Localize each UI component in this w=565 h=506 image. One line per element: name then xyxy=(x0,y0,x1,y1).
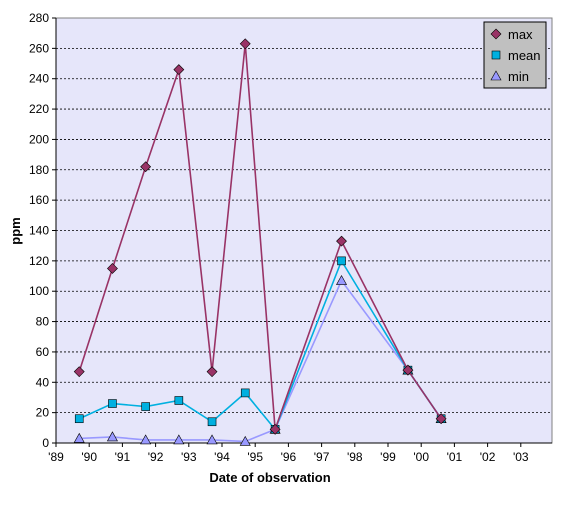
data-point-min xyxy=(239,435,251,446)
data-point-mean xyxy=(108,399,117,408)
series-line-mean xyxy=(78,259,442,431)
legend-marker-mean xyxy=(491,50,501,60)
legend-marker-min xyxy=(490,70,502,81)
x-tick-label: '91 xyxy=(115,450,131,464)
y-tick-label: 260 xyxy=(29,41,49,55)
x-tick-label: '99 xyxy=(380,450,396,464)
x-tick-label: '98 xyxy=(347,450,363,464)
data-point-max xyxy=(239,38,251,50)
data-point-min xyxy=(206,434,218,445)
data-point-max xyxy=(140,161,152,173)
legend: max mean min xyxy=(483,21,547,89)
y-tick-label: 100 xyxy=(29,284,49,298)
data-point-min xyxy=(140,434,152,445)
legend-marker-max xyxy=(490,28,502,40)
y-tick-label: 0 xyxy=(42,436,49,450)
series-group xyxy=(73,38,447,446)
data-point-mean xyxy=(141,402,150,411)
series-max xyxy=(73,38,447,435)
series-line-min xyxy=(79,279,442,443)
y-tick-label: 240 xyxy=(29,72,49,86)
y-tick-label: 180 xyxy=(29,163,49,177)
y-tick-label: 220 xyxy=(29,102,49,116)
legend-label-min: min xyxy=(508,69,529,84)
y-tick-label: 60 xyxy=(36,345,50,359)
data-point-min xyxy=(336,274,348,285)
data-point-min xyxy=(173,434,185,445)
data-point-mean xyxy=(240,388,250,398)
data-point-max xyxy=(402,364,414,376)
data-point-mean xyxy=(337,256,346,266)
data-point-mean xyxy=(174,396,184,405)
x-tick-label: '92 xyxy=(148,450,164,464)
x-tick-label: '89 xyxy=(48,450,64,464)
gridlines xyxy=(56,47,552,414)
x-axis-ticks: '89 '90 '91 '92 '93 '94 '95 '96 '97 '98 '99 '00 '01 '… xyxy=(48,443,529,464)
data-point-max xyxy=(73,366,85,378)
y-tick-label: 140 xyxy=(29,224,49,238)
x-tick-label: '02 xyxy=(480,450,496,464)
data-point-mean xyxy=(74,414,84,424)
data-point-max xyxy=(435,413,447,425)
x-tick-label: '94 xyxy=(214,450,230,464)
y-tick-label: 40 xyxy=(36,375,50,389)
data-point-mean xyxy=(207,417,217,427)
data-point-max xyxy=(107,263,118,274)
data-point-min xyxy=(73,432,85,443)
x-tick-label: '96 xyxy=(281,450,297,464)
data-point-max xyxy=(269,423,281,435)
x-tick-label: '97 xyxy=(314,450,330,464)
series-line-max xyxy=(78,43,442,430)
legend-label-mean: mean xyxy=(508,48,541,63)
y-tick-label: 200 xyxy=(29,132,49,146)
x-tick-label: '90 xyxy=(81,450,97,464)
y-axis-ticks: 0 20 40 60 80 100 120 140 160 180 200 220 240 260 280 xyxy=(29,11,56,450)
y-tick-label: 120 xyxy=(29,254,49,268)
legend-label-max: max xyxy=(508,27,533,42)
y-tick-label: 160 xyxy=(29,193,49,207)
y-axis-title: ppm xyxy=(8,217,23,244)
data-point-max xyxy=(173,64,185,76)
x-tick-label: '00 xyxy=(413,450,429,464)
data-point-min xyxy=(106,431,118,442)
y-tick-label: 280 xyxy=(29,11,49,25)
data-point-max xyxy=(206,366,218,378)
x-tick-label: '01 xyxy=(447,450,463,464)
data-point-max xyxy=(336,235,347,247)
x-axis-title: Date of observation xyxy=(209,470,330,485)
x-tick-label: '93 xyxy=(181,450,197,464)
y-tick-label: 80 xyxy=(36,315,50,329)
y-tick-label: 20 xyxy=(36,406,50,420)
x-tick-label: '03 xyxy=(513,450,529,464)
x-tick-label: '95 xyxy=(247,450,263,464)
